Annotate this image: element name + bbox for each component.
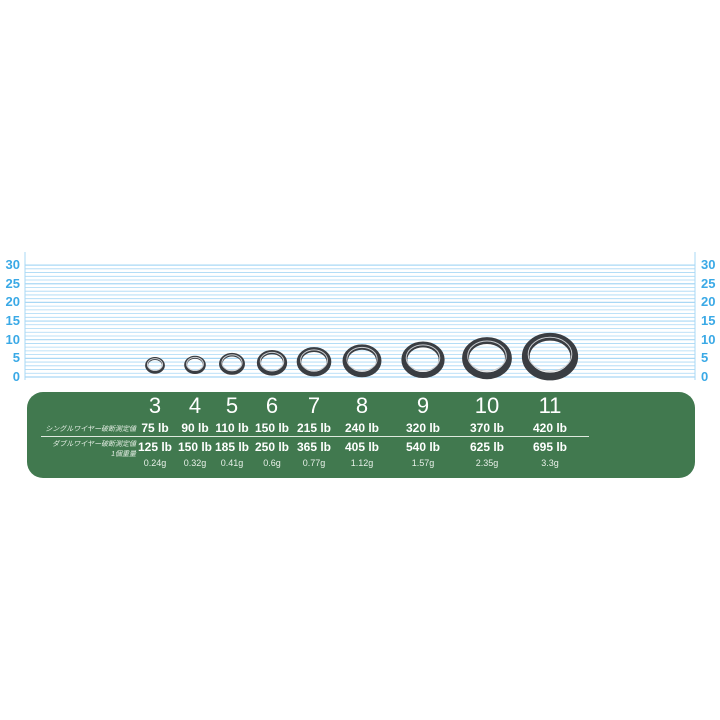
y-tick-label: 0: [12, 369, 20, 384]
spec-panel: シングルワイヤー破断測定値 ダブルワイヤー破断測定値 1個重量 3 75 lb 12…: [27, 392, 695, 478]
y-tick-label: 30: [5, 257, 20, 273]
y-tick-label: 5: [12, 350, 20, 366]
y-tick-label: 5: [701, 350, 709, 366]
single-value: 75 lb: [141, 421, 169, 435]
weight-value: 3.3g: [541, 458, 559, 468]
weight-value: 1.57g: [411, 458, 435, 468]
split-ring-5: [219, 352, 245, 375]
size-value: 9: [416, 393, 430, 418]
split-ring-8: [342, 344, 382, 378]
single-value: 150 lb: [254, 421, 290, 435]
size-value: 6: [265, 393, 279, 418]
size-value: 8: [355, 393, 369, 418]
double-value: 250 lb: [254, 440, 290, 454]
double-value: 625 lb: [469, 440, 505, 454]
single-value: 320 lb: [405, 421, 441, 435]
single-value: 110 lb: [215, 421, 249, 435]
weight-value: 0.6g: [263, 458, 281, 468]
double-value: 185 lb: [214, 440, 250, 454]
single-value: 90 lb: [181, 421, 209, 435]
weight-value: 0.32g: [183, 458, 207, 468]
split-ring-4: [184, 355, 206, 375]
size-value: 11: [538, 393, 562, 418]
y-tick-label: 0: [701, 369, 709, 384]
size-value: 4: [188, 393, 202, 418]
single-value: 370 lb: [469, 421, 505, 435]
weight-value: 0.24g: [143, 458, 167, 468]
size-value: 10: [474, 393, 500, 418]
y-tick-label: 25: [5, 275, 20, 291]
weight-value: 0.77g: [302, 458, 326, 468]
single-value: 420 lb: [532, 421, 568, 435]
y-tick-label: 30: [701, 257, 716, 273]
split-ring-11: [521, 332, 579, 381]
y-tick-label: 20: [5, 294, 20, 310]
single-value: 240 lb: [344, 421, 380, 435]
split-ring-3: [145, 357, 165, 374]
double-value: 540 lb: [405, 440, 441, 454]
split-ring-7: [296, 347, 332, 377]
double-value: 405 lb: [344, 440, 380, 454]
y-tick-label: 15: [5, 313, 20, 329]
y-tick-label: 10: [701, 331, 716, 347]
split-ring-6: [256, 350, 288, 376]
measurement-grid: [24, 252, 696, 381]
weight-value: 1.12g: [350, 458, 374, 468]
y-tick-label: 20: [701, 294, 716, 310]
size-value: 3: [148, 393, 162, 418]
double-value: 125 lb: [137, 440, 173, 454]
double-value: 150 lb: [177, 440, 213, 454]
weight-value: 2.35g: [475, 458, 499, 468]
single-wire-label: シングルワイヤー破断測定値: [45, 426, 136, 433]
split-ring-9: [401, 341, 445, 379]
weight-label: 1個重量: [111, 451, 136, 458]
size-value: 7: [307, 393, 321, 418]
divider: [41, 436, 589, 437]
size-value: 5: [225, 393, 239, 418]
double-value: 365 lb: [296, 440, 332, 454]
weight-value: 0.41g: [220, 458, 244, 468]
y-tick-label: 25: [701, 275, 716, 291]
double-wire-label: ダブルワイヤー破断測定値: [52, 441, 136, 448]
y-tick-label: 10: [5, 331, 20, 347]
y-tick-label: 15: [701, 313, 716, 329]
single-value: 215 lb: [296, 421, 332, 435]
split-ring-10: [462, 337, 512, 380]
double-value: 695 lb: [532, 440, 568, 454]
